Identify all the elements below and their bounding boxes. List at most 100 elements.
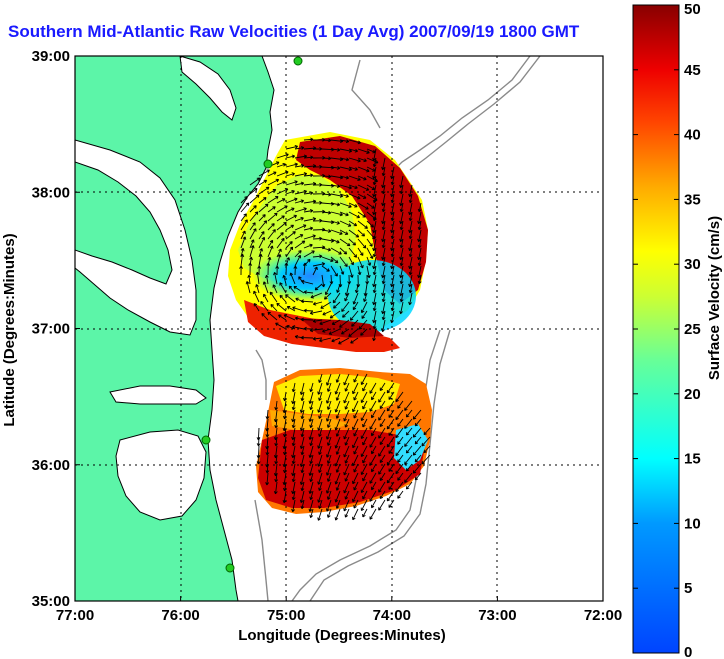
velocity-arrow <box>309 310 323 315</box>
velocity-arrow <box>417 202 422 213</box>
colorbar-gradient <box>632 4 680 654</box>
velocity-arrow <box>372 247 377 258</box>
velocity-arrow <box>291 472 296 483</box>
velocity-arrow <box>334 436 341 449</box>
velocity-arrow <box>318 391 323 401</box>
station-marker <box>293 56 303 66</box>
velocity-arrow <box>285 197 298 204</box>
colorbar: 0 5 10 15 20 25 30 35 40 45 50 Surface Velocity (c… <box>632 1 723 659</box>
velocity-arrow <box>265 445 270 456</box>
velocity-arrow <box>371 499 377 509</box>
velocity-arrow <box>324 283 332 296</box>
colorbar-tick-label: 30 <box>684 256 701 273</box>
velocity-arrow <box>312 262 326 267</box>
velocity-arrow <box>312 164 323 169</box>
velocity-arrow <box>344 508 350 518</box>
velocity-arrow <box>312 254 323 259</box>
colorbar-tick-label: 45 <box>684 62 701 79</box>
velocity-arrow <box>300 427 305 438</box>
velocity-arrow <box>341 301 350 312</box>
velocity-arrow <box>322 310 332 316</box>
velocity-arrow <box>289 272 296 285</box>
y-tick-label: 37:00 <box>32 321 70 338</box>
velocity-arrow <box>423 427 431 436</box>
velocity-arrow <box>312 236 323 241</box>
velocity-arrow <box>379 382 386 392</box>
velocity-arrow <box>399 202 404 213</box>
velocity-arrow <box>405 409 413 418</box>
velocity-arrow <box>253 290 260 303</box>
velocity-arrow <box>240 230 246 240</box>
velocity-arrow <box>312 182 323 187</box>
velocity-arrow <box>308 463 314 476</box>
velocity-arrow <box>366 247 374 259</box>
velocity-arrow <box>321 274 326 288</box>
velocity-arrow <box>274 436 279 447</box>
velocity-arrow <box>408 274 413 288</box>
velocity-arrow <box>248 262 253 276</box>
velocity-arrow <box>339 166 353 172</box>
velocity-arrow <box>309 400 314 411</box>
velocity-arrow <box>279 294 287 303</box>
velocity-arrow <box>360 427 368 439</box>
velocity-arrow <box>312 336 323 341</box>
velocity-arrow <box>322 328 332 333</box>
velocity-arrow <box>285 224 295 231</box>
velocity-arrow <box>267 171 277 177</box>
velocity-arrow <box>303 208 314 213</box>
velocity-arrow <box>338 337 350 345</box>
velocity-arrow <box>285 154 296 159</box>
velocity-arrow <box>303 290 314 295</box>
velocity-arrow <box>417 238 422 249</box>
velocity-arrow <box>366 202 375 209</box>
velocity-arrow <box>317 472 323 485</box>
velocity-arrow <box>369 490 377 502</box>
velocity-arrow <box>372 274 377 288</box>
velocity-arrow <box>353 391 359 401</box>
velocity-arrow <box>325 391 332 404</box>
velocity-arrow <box>343 499 350 512</box>
velocity-arrow <box>343 481 350 494</box>
velocity-arrow <box>395 445 404 457</box>
velocity-arrow <box>339 229 349 235</box>
velocity-arrow <box>414 472 422 481</box>
velocity-arrow <box>417 265 422 279</box>
velocity-arrow <box>397 454 404 463</box>
velocity-arrow <box>326 508 332 518</box>
velocity-arrow <box>317 454 323 467</box>
velocity-arrow <box>256 454 261 465</box>
velocity-arrow <box>360 409 368 421</box>
velocity-arrow <box>339 184 352 190</box>
velocity-arrow <box>339 238 351 247</box>
velocity-arrow <box>308 481 314 494</box>
velocity-arrow <box>352 508 359 521</box>
velocity-arrow <box>348 166 358 171</box>
velocity-arrow <box>309 436 314 447</box>
velocity-arrow <box>285 180 298 186</box>
velocity-arrow <box>240 219 248 231</box>
velocity-arrow <box>335 499 341 509</box>
velocity-arrow <box>317 400 323 413</box>
velocity-arrow <box>372 193 377 204</box>
velocity-arrow <box>325 463 332 476</box>
velocity-arrow <box>299 382 305 396</box>
velocity-arrow <box>344 283 350 297</box>
velocity-arrow <box>321 247 332 252</box>
velocity-arrow <box>294 199 305 204</box>
velocity-arrow <box>335 481 341 491</box>
velocity-arrow <box>360 463 368 475</box>
velocity-arrow <box>404 418 413 429</box>
velocity-arrow <box>350 337 359 344</box>
velocity-arrow <box>344 436 350 446</box>
velocity-arrow <box>308 427 314 440</box>
colorbar-tick-label: 40 <box>684 127 701 144</box>
velocity-arrow <box>325 481 332 494</box>
velocity-arrow <box>362 400 368 410</box>
velocity-arrow <box>276 237 285 249</box>
velocity-arrow <box>291 418 296 429</box>
velocity-arrow <box>334 382 341 395</box>
velocity-arrow <box>371 391 377 401</box>
velocity-arrow <box>330 202 341 207</box>
velocity-arrow <box>372 328 377 342</box>
velocity-arrow <box>386 490 395 502</box>
